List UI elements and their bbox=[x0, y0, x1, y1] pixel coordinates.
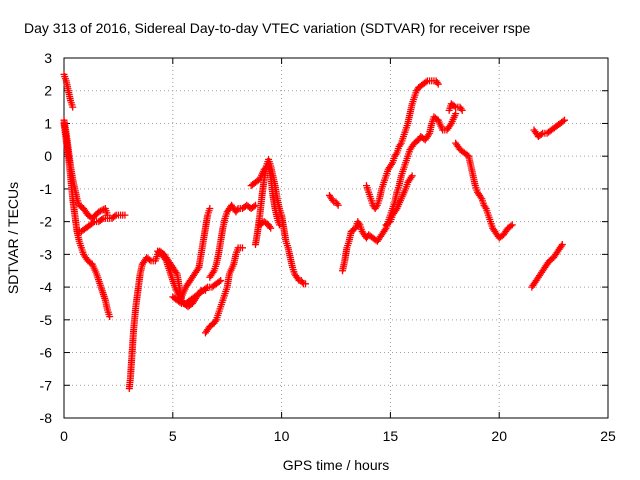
y-tick-label: 1 bbox=[44, 115, 52, 131]
x-tick-label: 25 bbox=[600, 428, 616, 444]
x-tick-label: 5 bbox=[169, 428, 177, 444]
data-point-fill bbox=[477, 193, 485, 201]
data-point-fill bbox=[433, 79, 441, 87]
x-tick-label: 0 bbox=[60, 428, 68, 444]
data-point-fill bbox=[298, 278, 306, 286]
x-tick-label: 10 bbox=[274, 428, 290, 444]
data-point bbox=[560, 116, 568, 124]
data-point-fill bbox=[98, 215, 106, 223]
data-point bbox=[334, 201, 342, 209]
data-point-fill bbox=[355, 219, 363, 227]
data-point-fill bbox=[202, 284, 210, 292]
data-point bbox=[452, 110, 460, 118]
data-point-fill bbox=[481, 203, 489, 211]
data-point-fill bbox=[176, 298, 184, 306]
data-point-fill bbox=[333, 200, 341, 208]
data-point-fill bbox=[161, 255, 169, 263]
y-tick-label: -8 bbox=[40, 410, 53, 426]
data-point bbox=[458, 106, 466, 114]
data-point-fill bbox=[146, 256, 154, 264]
data-point-fill bbox=[250, 202, 258, 210]
y-tick-label: 0 bbox=[44, 148, 52, 164]
data-point-fill bbox=[233, 206, 241, 214]
data-point-fill bbox=[89, 219, 97, 227]
y-tick-label: -2 bbox=[40, 214, 53, 230]
data-point-fill bbox=[422, 78, 430, 86]
data-point-fill bbox=[209, 268, 217, 276]
y-tick-label: -3 bbox=[40, 246, 53, 262]
data-point-fill bbox=[507, 222, 515, 230]
data-point-fill bbox=[392, 206, 400, 214]
data-point-fill bbox=[457, 105, 465, 113]
data-point-fill bbox=[172, 268, 180, 276]
y-tick-label: -6 bbox=[40, 345, 53, 361]
y-axis-title: SDTVAR / TECUs bbox=[5, 182, 21, 294]
data-point-fill bbox=[215, 278, 223, 286]
data-point bbox=[275, 221, 283, 229]
x-tick-label: 15 bbox=[383, 428, 399, 444]
data-point bbox=[408, 172, 416, 180]
y-tick-label: -1 bbox=[40, 181, 53, 197]
data-points bbox=[60, 70, 568, 393]
y-tick-label: -4 bbox=[40, 279, 53, 295]
y-tick-label: 3 bbox=[44, 50, 52, 66]
data-point bbox=[121, 211, 129, 219]
data-point bbox=[508, 221, 516, 229]
data-point-fill bbox=[266, 223, 274, 231]
data-point bbox=[434, 80, 442, 88]
data-point bbox=[206, 205, 214, 213]
data-point bbox=[106, 313, 114, 321]
data-point bbox=[69, 103, 77, 111]
data-point-fill bbox=[372, 203, 380, 211]
data-point-fill bbox=[111, 212, 119, 220]
data-point-fill bbox=[392, 151, 400, 159]
grid-lines bbox=[64, 58, 608, 418]
data-point bbox=[95, 208, 103, 216]
data-point bbox=[267, 224, 275, 232]
data-point-fill bbox=[559, 117, 567, 125]
data-point-fill bbox=[446, 121, 454, 129]
data-point-fill bbox=[407, 173, 415, 181]
data-point-fill bbox=[211, 317, 219, 325]
x-tick-label: 20 bbox=[491, 428, 507, 444]
data-point bbox=[558, 241, 566, 249]
data-point-fill bbox=[329, 196, 337, 204]
data-point-fill bbox=[396, 141, 404, 149]
data-point-fill bbox=[557, 242, 565, 250]
data-point-fill bbox=[194, 265, 202, 273]
plot-frame bbox=[63, 57, 609, 419]
data-point-fill bbox=[424, 131, 432, 139]
y-tick-label: -5 bbox=[40, 312, 53, 328]
y-tick-label: 2 bbox=[44, 83, 52, 99]
data-point-fill bbox=[537, 130, 545, 138]
y-tick-label: -7 bbox=[40, 377, 53, 393]
data-point bbox=[217, 277, 225, 285]
data-point-fill bbox=[294, 275, 302, 283]
chart-title: Day 313 of 2016, Sidereal Day-to-day VTE… bbox=[24, 20, 530, 36]
data-point bbox=[302, 280, 310, 288]
data-point-fill bbox=[450, 102, 458, 110]
data-point bbox=[238, 244, 246, 252]
data-point-fill bbox=[381, 226, 389, 234]
x-axis-title: GPS time / hours bbox=[283, 457, 390, 473]
data-point-fill bbox=[387, 160, 395, 168]
